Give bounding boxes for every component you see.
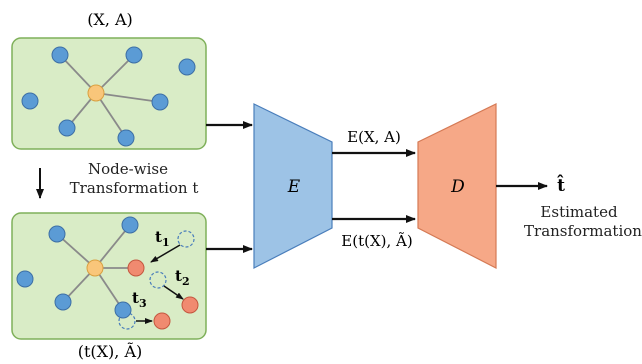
graph-node bbox=[178, 58, 196, 76]
graph-node bbox=[58, 119, 76, 137]
decoder-block bbox=[417, 103, 497, 269]
transform-label-t2-main: t bbox=[175, 267, 182, 285]
transformed-node bbox=[127, 259, 145, 277]
transform-label-t2: t2 bbox=[175, 267, 190, 288]
transformation-caption-line2: Transformation t bbox=[70, 179, 199, 197]
transform-arrow bbox=[150, 244, 181, 263]
transformed-node bbox=[181, 296, 199, 314]
transform-label-t2-sub: 2 bbox=[182, 275, 190, 288]
transformed-graph-nodes bbox=[16, 216, 199, 330]
graph-edge bbox=[95, 92, 127, 139]
transform-arrow bbox=[163, 285, 184, 300]
graph-node bbox=[114, 301, 132, 319]
graph-node bbox=[21, 92, 39, 110]
graph-edge bbox=[95, 92, 161, 103]
graph-node bbox=[48, 225, 66, 243]
graph-edge bbox=[95, 54, 135, 94]
transformation-caption-line1: Node-wise bbox=[88, 160, 168, 178]
transform-label-t3-sub: 3 bbox=[139, 297, 147, 310]
estimate-symbol: t̂ bbox=[556, 175, 565, 196]
input-graph-nodes bbox=[21, 46, 196, 147]
graph-node bbox=[51, 46, 69, 64]
estimate-caption-line2: Transformation bbox=[524, 222, 642, 240]
original-position-node bbox=[177, 230, 195, 248]
input-graph-label: (X, A) bbox=[87, 10, 133, 29]
original-position-node bbox=[149, 271, 167, 289]
estimate-caption-line1: Estimated bbox=[540, 203, 618, 221]
graph-node bbox=[125, 46, 143, 64]
graph-node bbox=[16, 270, 34, 288]
transform-label-t1-main: t bbox=[155, 228, 162, 246]
graph-node bbox=[121, 216, 139, 234]
graph-node bbox=[151, 93, 169, 111]
encoder-output-transformed-label: E(t(X), Ã) bbox=[341, 232, 412, 250]
input-graph-panel bbox=[11, 37, 207, 150]
transform-label-t3-main: t bbox=[132, 289, 139, 307]
center-node bbox=[86, 259, 104, 277]
transform-label-t1-sub: 1 bbox=[162, 236, 170, 249]
encoder-output-original-label: E(X, A) bbox=[347, 128, 401, 146]
graph-node bbox=[54, 293, 72, 311]
center-node bbox=[87, 84, 105, 102]
encoder-block bbox=[253, 103, 333, 269]
input-graph-box bbox=[11, 37, 207, 150]
transformed-node bbox=[153, 312, 171, 330]
decoder-label: D bbox=[450, 177, 465, 197]
transformed-graph-panel: t1 t2 t3 bbox=[11, 212, 207, 340]
encoder-label: E bbox=[287, 177, 301, 197]
transform-label-t1: t1 bbox=[155, 228, 170, 249]
transformed-graph-label: (t(X), Ã) bbox=[78, 341, 143, 361]
transform-label-t3: t3 bbox=[132, 289, 147, 310]
graph-edge bbox=[59, 54, 97, 94]
transform-arrows bbox=[136, 244, 184, 324]
graph-node bbox=[117, 129, 135, 147]
graph-edge bbox=[94, 224, 131, 269]
